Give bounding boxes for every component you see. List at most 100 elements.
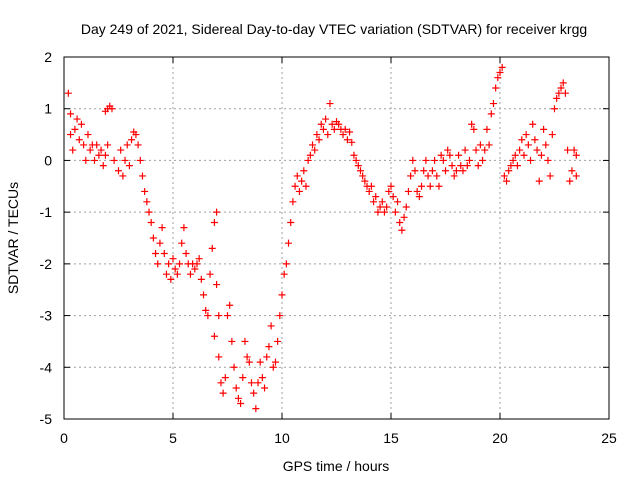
data-point <box>465 156 473 164</box>
data-point <box>271 358 279 366</box>
data-point <box>182 250 190 258</box>
data-point <box>568 167 576 175</box>
data-point <box>548 131 556 139</box>
x-tick-label: 5 <box>169 430 177 446</box>
data-point <box>516 146 524 154</box>
data-point <box>350 151 358 159</box>
data-point <box>91 156 99 164</box>
data-point <box>252 405 260 413</box>
data-point <box>492 84 500 92</box>
data-point <box>455 151 463 159</box>
y-tick-label: -2 <box>40 256 53 272</box>
data-point <box>531 136 539 144</box>
data-point <box>265 343 273 351</box>
data-point <box>489 100 497 108</box>
data-point <box>498 63 506 71</box>
data-point <box>256 358 264 366</box>
data-point <box>267 322 275 330</box>
data-point <box>540 125 548 133</box>
data-point <box>115 167 122 175</box>
data-point <box>269 363 277 371</box>
data-point <box>452 167 460 175</box>
data-point <box>359 172 367 180</box>
data-point <box>180 224 188 232</box>
y-tick-label: 1 <box>44 101 52 117</box>
data-point <box>542 141 550 149</box>
data-point <box>407 172 415 180</box>
data-point <box>413 187 421 195</box>
data-point <box>117 146 125 154</box>
data-point <box>365 187 373 195</box>
data-point <box>95 151 103 159</box>
data-point <box>479 156 487 164</box>
x-tick-label: 15 <box>383 430 399 446</box>
data-point <box>80 141 88 149</box>
data-point <box>418 182 426 190</box>
data-point <box>317 120 325 128</box>
data-point <box>67 110 75 118</box>
y-tick-label: -1 <box>40 204 53 220</box>
data-point <box>383 203 391 211</box>
data-point <box>400 213 408 221</box>
data-point <box>282 260 290 268</box>
data-point <box>121 156 129 164</box>
plot-frame <box>63 56 610 420</box>
data-point <box>280 270 288 278</box>
data-point <box>487 110 495 118</box>
data-point <box>250 389 258 397</box>
data-point <box>241 337 249 345</box>
data-point <box>361 177 369 185</box>
data-point <box>339 131 347 139</box>
grid-layer <box>64 57 609 419</box>
data-point <box>509 156 517 164</box>
data-point <box>527 156 535 164</box>
data-point <box>217 379 225 387</box>
data-point <box>326 100 334 108</box>
data-point <box>145 208 153 216</box>
data-point <box>200 291 208 299</box>
data-point <box>387 182 395 190</box>
data-point <box>459 167 467 175</box>
data-point <box>234 394 242 402</box>
data-point <box>132 131 140 139</box>
data-point <box>457 162 465 170</box>
data-point <box>346 128 354 136</box>
data-point <box>319 125 327 133</box>
data-point <box>136 156 144 164</box>
data-point <box>97 146 105 154</box>
data-point <box>476 141 484 149</box>
data-point <box>481 146 489 154</box>
data-point <box>431 156 439 164</box>
data-point <box>572 151 580 159</box>
data-point <box>433 172 441 180</box>
data-point <box>245 358 253 366</box>
data-point <box>409 156 417 164</box>
data-point <box>537 151 545 159</box>
data-point <box>176 260 184 268</box>
data-point <box>529 120 537 128</box>
data-point <box>522 131 530 139</box>
data-point <box>278 291 286 299</box>
data-point <box>483 125 491 133</box>
data-point <box>426 182 434 190</box>
data-point <box>372 193 380 201</box>
data-point <box>110 156 118 164</box>
data-point <box>276 312 284 320</box>
data-point <box>520 151 528 159</box>
data-point <box>123 141 131 149</box>
data-point <box>546 172 554 180</box>
data-point <box>551 105 558 113</box>
data-point <box>215 353 223 361</box>
data-point <box>343 136 351 144</box>
data-point <box>289 198 297 206</box>
data-point <box>84 131 92 139</box>
data-point <box>261 384 269 392</box>
data-point <box>570 146 578 154</box>
data-point <box>394 198 402 206</box>
data-point <box>243 353 251 361</box>
data-point <box>247 379 255 387</box>
data-point <box>356 167 364 175</box>
x-tick-label: 0 <box>60 430 68 446</box>
data-point <box>75 136 83 144</box>
data-point <box>298 177 306 185</box>
